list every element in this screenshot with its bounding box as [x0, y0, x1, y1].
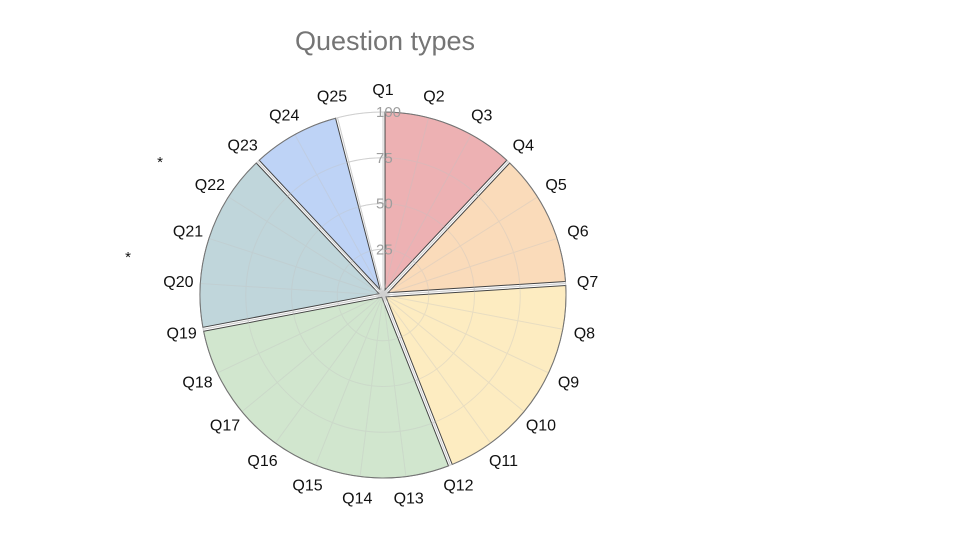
annotation-asterisk: *: [125, 249, 131, 266]
category-label: Q22: [195, 177, 225, 194]
polar-slice: [384, 111, 508, 292]
grid-overlay: [199, 111, 567, 479]
grid-spoke: [228, 196, 384, 296]
grid-spoke: [294, 134, 384, 296]
polar-slice: [386, 162, 567, 294]
grid-spoke: [382, 294, 563, 330]
category-label: Q2: [423, 88, 444, 105]
radial-tick-label: 75: [376, 150, 393, 167]
grid-spoke: [382, 117, 429, 296]
grid-spoke: [382, 161, 509, 296]
category-label: Q4: [513, 138, 534, 155]
grid-spoke: [200, 283, 384, 296]
category-label: Q21: [173, 224, 203, 241]
category-label: Q10: [526, 418, 556, 435]
radial-tick-label: 100: [376, 104, 401, 121]
category-label: Q12: [443, 478, 473, 495]
category-label: Q19: [167, 325, 197, 342]
annotation-asterisk: *: [157, 154, 163, 171]
category-label: Q5: [545, 177, 566, 194]
polar-slice: [385, 284, 567, 466]
category-axis-labels: Q1 Q2 Q3 Q4 Q5 Q6 Q7 Q8 Q9 Q10 Q11 Q12 Q13 Q14 Q15 Q16 Q…: [163, 82, 598, 507]
chart-slices: [199, 111, 567, 479]
grid-spoke: [217, 294, 384, 374]
grid-spoke: [382, 294, 525, 413]
category-label: Q3: [471, 107, 492, 124]
category-label: Q11: [489, 453, 518, 470]
grid-ring: [199, 111, 567, 479]
grid-spoke: [382, 294, 491, 444]
chart-title: Question types: [295, 26, 475, 56]
grid-spoke: [203, 294, 384, 330]
category-label: Q1: [372, 82, 393, 99]
grid-ring: [245, 157, 521, 433]
category-label: Q7: [577, 274, 598, 291]
grid-spoke: [382, 294, 451, 466]
grid-spoke: [208, 237, 384, 296]
polar-slice: [258, 117, 381, 291]
grid-spoke: [382, 237, 558, 296]
category-label: Q18: [182, 374, 212, 391]
category-label: Q17: [210, 418, 240, 435]
category-label: Q25: [317, 88, 347, 105]
polar-slice: [199, 162, 380, 328]
radial-tick-label: 50: [376, 196, 393, 213]
grid-spoke: [382, 294, 451, 466]
grid-spoke: [241, 294, 384, 413]
grid-spoke: [359, 294, 384, 477]
radial-tick-label: 25: [376, 241, 393, 258]
grid-spoke: [382, 283, 566, 296]
category-label: Q15: [292, 478, 322, 495]
category-label: Q14: [342, 490, 372, 507]
category-label: Q8: [574, 325, 595, 342]
grid-spoke: [257, 161, 384, 296]
grid-spoke: [337, 117, 384, 296]
category-label: Q24: [269, 107, 299, 124]
grid-spoke: [315, 294, 384, 466]
grid-ring: [336, 248, 430, 342]
polar-slice: [203, 296, 450, 479]
grid-spoke: [382, 196, 538, 296]
category-label: Q13: [394, 490, 424, 507]
category-label: Q20: [163, 274, 193, 291]
category-label: Q9: [558, 374, 579, 391]
grid-ring: [291, 203, 475, 387]
category-label: Q23: [228, 138, 258, 155]
grid-spoke: [382, 294, 407, 477]
grid-spoke: [382, 294, 549, 374]
grid-spoke: [337, 117, 384, 296]
radial-axis-ticks: 25 50 75 100: [376, 104, 401, 258]
grid-spoke: [275, 294, 384, 444]
grid-spoke: [382, 161, 509, 296]
grid-spoke: [257, 161, 384, 296]
grid-spoke: [382, 283, 566, 296]
grid-spoke: [382, 134, 472, 296]
category-label: Q6: [567, 224, 588, 241]
grid-spoke: [203, 294, 384, 330]
category-label: Q16: [247, 453, 277, 470]
